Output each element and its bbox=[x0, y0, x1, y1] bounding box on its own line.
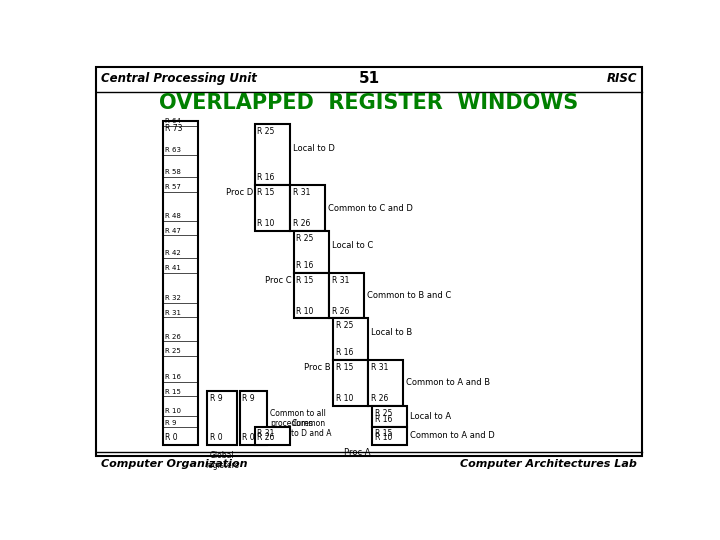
Text: R 16: R 16 bbox=[297, 261, 314, 270]
Text: R 0: R 0 bbox=[243, 433, 255, 442]
Text: R 31: R 31 bbox=[332, 275, 349, 285]
Text: R 32: R 32 bbox=[165, 295, 181, 301]
Text: R 16: R 16 bbox=[374, 415, 392, 424]
Text: R 16: R 16 bbox=[336, 348, 353, 357]
Text: Computer Architectures Lab: Computer Architectures Lab bbox=[460, 459, 637, 469]
Text: R 25: R 25 bbox=[297, 234, 314, 243]
Text: R 26: R 26 bbox=[258, 433, 275, 442]
Text: R 73: R 73 bbox=[166, 124, 183, 133]
Text: Local to C: Local to C bbox=[332, 241, 373, 250]
Text: R 31: R 31 bbox=[371, 363, 388, 372]
Text: OVERLAPPED  REGISTER  WINDOWS: OVERLAPPED REGISTER WINDOWS bbox=[159, 93, 579, 113]
Text: R 63: R 63 bbox=[165, 147, 181, 153]
Text: R 10: R 10 bbox=[374, 433, 392, 442]
Text: R 41: R 41 bbox=[165, 265, 181, 271]
Text: Common to all
procedures: Common to all procedures bbox=[270, 409, 326, 428]
FancyBboxPatch shape bbox=[255, 427, 289, 446]
Text: R 9: R 9 bbox=[210, 394, 222, 403]
Text: Local to B: Local to B bbox=[371, 328, 412, 338]
Text: R 31: R 31 bbox=[258, 429, 275, 438]
Text: R 26: R 26 bbox=[165, 334, 181, 340]
Text: RISC: RISC bbox=[606, 72, 637, 85]
Text: Common to A and D: Common to A and D bbox=[410, 431, 495, 441]
FancyBboxPatch shape bbox=[255, 124, 289, 185]
Text: Proc B: Proc B bbox=[305, 363, 331, 372]
Text: R 15: R 15 bbox=[374, 429, 392, 438]
FancyBboxPatch shape bbox=[207, 391, 237, 446]
FancyBboxPatch shape bbox=[163, 121, 198, 446]
FancyBboxPatch shape bbox=[372, 406, 407, 427]
Text: R 25: R 25 bbox=[165, 348, 181, 354]
Text: R 0: R 0 bbox=[166, 433, 178, 442]
Text: R 9: R 9 bbox=[165, 420, 176, 426]
Text: R 15: R 15 bbox=[165, 388, 181, 395]
Text: R 10: R 10 bbox=[336, 394, 353, 403]
FancyBboxPatch shape bbox=[289, 185, 325, 231]
Text: Local to A: Local to A bbox=[410, 411, 451, 421]
Text: R 16: R 16 bbox=[165, 374, 181, 380]
Text: R 31: R 31 bbox=[165, 309, 181, 315]
Text: Proc A: Proc A bbox=[343, 448, 370, 457]
Text: R 16: R 16 bbox=[258, 173, 275, 183]
Text: R 64: R 64 bbox=[165, 118, 181, 124]
FancyBboxPatch shape bbox=[333, 319, 368, 360]
Text: Computer Organization: Computer Organization bbox=[101, 459, 248, 469]
Text: R 9: R 9 bbox=[243, 394, 255, 403]
FancyBboxPatch shape bbox=[96, 67, 642, 456]
FancyBboxPatch shape bbox=[294, 231, 329, 273]
Text: R 31: R 31 bbox=[292, 188, 310, 197]
Text: Proc C: Proc C bbox=[266, 275, 292, 285]
Text: Common
to D and A: Common to D and A bbox=[292, 418, 332, 438]
Text: R 0: R 0 bbox=[210, 433, 222, 442]
Text: 51: 51 bbox=[359, 71, 379, 86]
Text: R 47: R 47 bbox=[165, 228, 181, 234]
Text: R 26: R 26 bbox=[332, 307, 349, 315]
FancyBboxPatch shape bbox=[240, 391, 267, 446]
FancyBboxPatch shape bbox=[333, 360, 368, 406]
Text: R 10: R 10 bbox=[165, 408, 181, 415]
Text: Common to C and D: Common to C and D bbox=[328, 204, 413, 213]
Text: R 25: R 25 bbox=[336, 321, 353, 330]
FancyBboxPatch shape bbox=[372, 427, 407, 446]
Text: R 26: R 26 bbox=[371, 394, 388, 403]
Text: Proc D: Proc D bbox=[225, 188, 253, 197]
Text: R 15: R 15 bbox=[297, 275, 314, 285]
Text: R 10: R 10 bbox=[297, 307, 314, 315]
Text: R 58: R 58 bbox=[165, 170, 181, 176]
Text: R 15: R 15 bbox=[258, 188, 275, 197]
Text: Common to B and C: Common to B and C bbox=[366, 291, 451, 300]
Text: Local to D: Local to D bbox=[292, 144, 334, 153]
Text: Common to A and B: Common to A and B bbox=[406, 379, 490, 387]
Text: Central Processing Unit: Central Processing Unit bbox=[101, 72, 257, 85]
FancyBboxPatch shape bbox=[294, 273, 329, 319]
Text: R 15: R 15 bbox=[336, 363, 353, 372]
FancyBboxPatch shape bbox=[255, 185, 289, 231]
Text: R 42: R 42 bbox=[165, 251, 181, 256]
Text: R 26: R 26 bbox=[292, 219, 310, 228]
FancyBboxPatch shape bbox=[329, 273, 364, 319]
Text: R 48: R 48 bbox=[165, 213, 181, 219]
Text: R 10: R 10 bbox=[258, 219, 275, 228]
Text: Global
registers: Global registers bbox=[205, 451, 239, 470]
Text: R 57: R 57 bbox=[165, 184, 181, 190]
FancyBboxPatch shape bbox=[368, 360, 403, 406]
Text: R 25: R 25 bbox=[258, 127, 275, 136]
Text: R 25: R 25 bbox=[374, 409, 392, 417]
